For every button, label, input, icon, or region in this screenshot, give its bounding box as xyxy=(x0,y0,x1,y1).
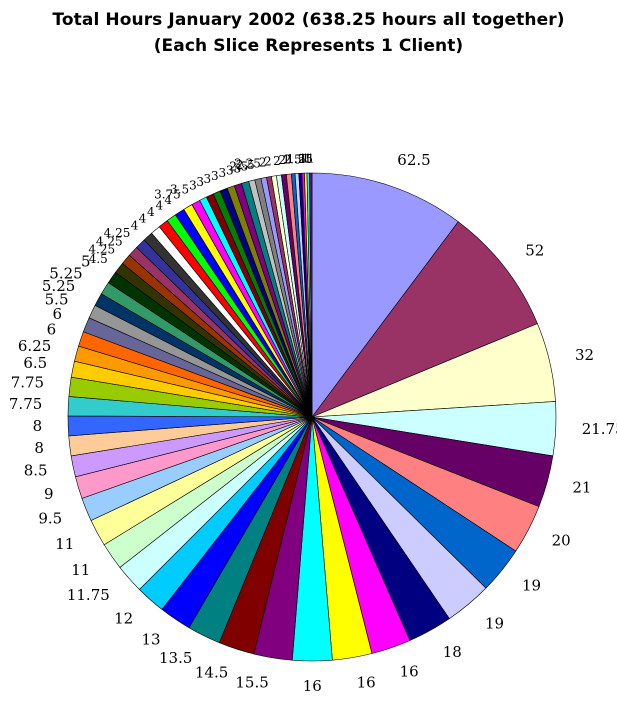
pie-data-label: 6 xyxy=(52,305,62,323)
pie-data-label: 3 xyxy=(204,172,212,186)
pie-data-label: 1 xyxy=(307,152,315,166)
pie-data-label: 7.75 xyxy=(11,374,44,392)
pie-data-label: 1.25 xyxy=(286,152,313,166)
pie-data-label: 3 xyxy=(218,166,226,180)
pie-data-label: 8.5 xyxy=(24,462,48,480)
pie-data-label: 20 xyxy=(552,531,571,549)
pie-data-label: 2.5 xyxy=(229,160,248,174)
pie-data-label: 3 xyxy=(189,179,197,193)
pie-data-label: 52 xyxy=(525,241,544,259)
pie-slice xyxy=(311,172,459,418)
pie-data-label: 13.5 xyxy=(159,649,192,667)
pie-data-label: 8 xyxy=(34,439,44,457)
pie-data-label: 3 xyxy=(234,161,242,175)
pie-data-label: 3.5 xyxy=(170,183,189,197)
pie-data-label: 1.5 xyxy=(287,152,306,166)
pie-data-label: 4 xyxy=(147,205,155,219)
pie-data-label: 1 xyxy=(299,152,307,166)
pie-data-label: 3 xyxy=(211,169,219,183)
pie-data-label: 19 xyxy=(522,577,541,595)
pie-data-label: 8 xyxy=(33,417,43,435)
pie-data-label: 7.75 xyxy=(9,395,42,413)
pie-data-label: 16 xyxy=(303,677,322,695)
pie-slice xyxy=(311,221,538,418)
pie-data-label: 9 xyxy=(44,485,54,503)
pie-data-label: 1 xyxy=(304,152,312,166)
pie-data-label: 1.5 xyxy=(283,152,302,166)
pie-data-label: 5.25 xyxy=(49,265,82,283)
pie-data-label: 2.25 xyxy=(234,157,261,171)
pie-data-label: 3 xyxy=(226,164,234,178)
pie-data-label: 4 xyxy=(139,212,147,226)
pie-data-label: 13 xyxy=(142,631,161,649)
chart-title: Total Hours January 2002 (638.25 hours a… xyxy=(52,10,565,30)
pie-data-label: 16 xyxy=(400,662,419,680)
pie-data-label: 11 xyxy=(71,561,90,579)
pie-data-label: 4.25 xyxy=(96,234,123,248)
pie-data-label: 6.25 xyxy=(18,337,51,355)
pie-data-label: 2.5 xyxy=(236,158,255,172)
pie-data-label: 5.5 xyxy=(45,290,69,308)
pie-data-label: 1 xyxy=(302,152,310,166)
pie-data-label: 4 xyxy=(156,199,164,213)
pie-data-label: 3 xyxy=(196,175,204,189)
pie-data-label: 4.5 xyxy=(89,252,108,266)
pie-data-labels: 62.5523221.75212019191816161615.514.513.… xyxy=(9,151,617,695)
pie-data-label: 4 xyxy=(164,193,172,207)
pie-data-label: 6.5 xyxy=(23,354,47,372)
pie-data-label: 18 xyxy=(443,643,462,661)
pie-data-label: 16 xyxy=(357,673,376,691)
pie-data-label: 9.5 xyxy=(38,509,62,527)
pie-slice xyxy=(309,172,313,418)
pie-data-label: 4 xyxy=(131,219,139,233)
pie-data-label: 5 xyxy=(81,253,91,271)
pie-data-label: 2 xyxy=(284,153,292,167)
pie-data-label: 21 xyxy=(572,479,591,497)
pie-data-label: 4.25 xyxy=(88,243,115,257)
pie-data-label: 5.25 xyxy=(42,277,75,295)
pie-data-label: 4.25 xyxy=(104,226,131,240)
pie-data-label: 15.5 xyxy=(235,674,268,692)
pie-slices xyxy=(67,172,557,662)
chart-subtitle: (Each Slice Represents 1 Client) xyxy=(153,36,464,56)
pie-data-label: 14.5 xyxy=(195,664,228,682)
pie-data-label: 3.75 xyxy=(154,187,181,201)
pie-data-label: 2 xyxy=(273,154,281,168)
pie-data-label: 62.5 xyxy=(397,151,430,169)
pie-data-label: 19 xyxy=(485,614,504,632)
pie-data-label: 2 xyxy=(264,155,272,169)
pie-data-label: 6 xyxy=(47,321,57,339)
pie-data-label: 21.75 xyxy=(582,420,617,438)
pie-data-label: 12 xyxy=(114,609,133,627)
pie-data-label: 32 xyxy=(575,346,594,364)
pie-data-label: 11.75 xyxy=(67,586,110,604)
pie-data-label: 2 xyxy=(259,156,267,170)
pie-data-label: 2 xyxy=(278,153,286,167)
pie-data-label: 11 xyxy=(55,535,74,553)
